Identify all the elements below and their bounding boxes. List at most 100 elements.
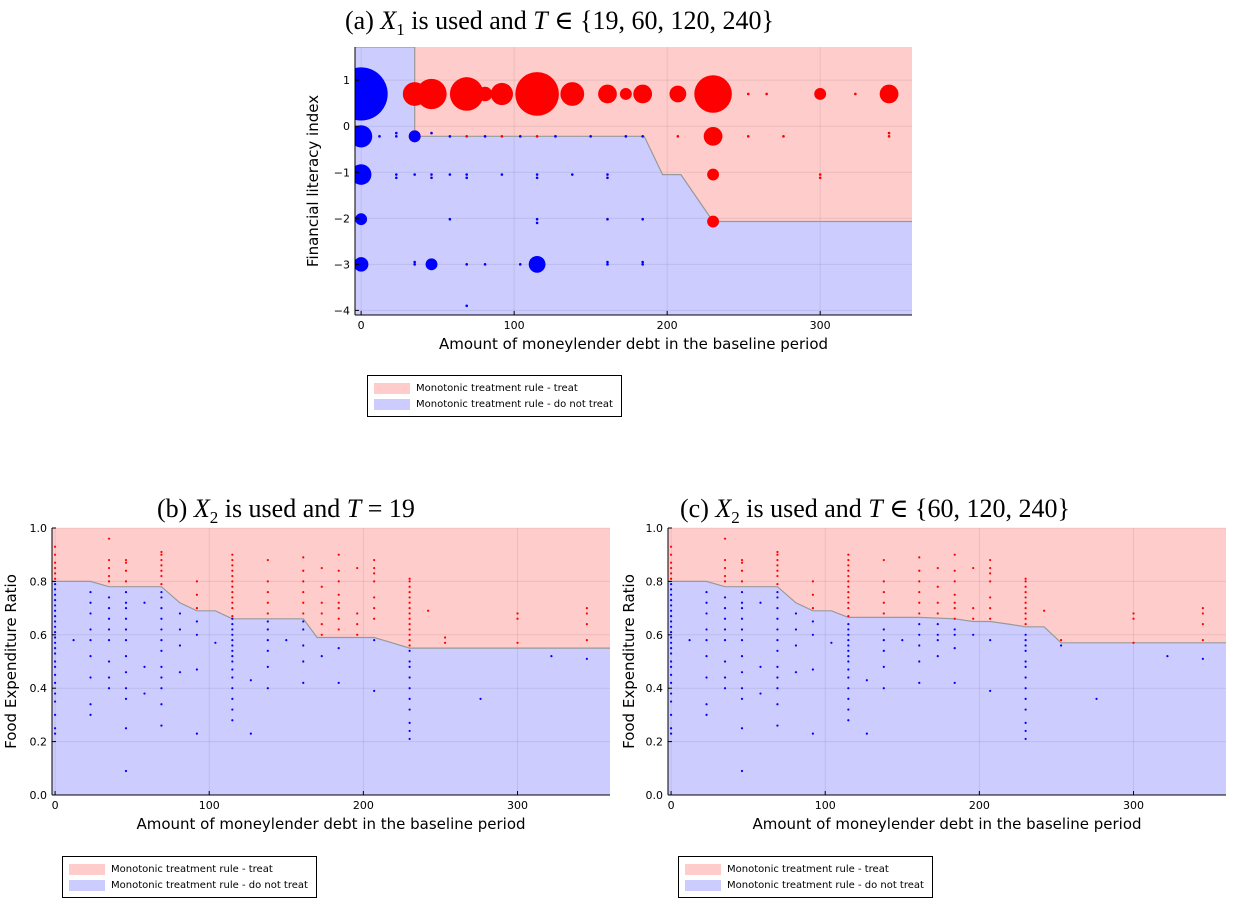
point-do-not-treat: [518, 135, 522, 138]
point-treat: [887, 131, 891, 135]
point-do-not-treat: [989, 689, 992, 692]
point-treat: [107, 558, 111, 562]
point-treat: [124, 561, 128, 564]
point-do-not-treat: [776, 687, 779, 690]
point-treat: [302, 612, 305, 615]
point-do-not-treat: [882, 687, 885, 690]
point-do-not-treat: [124, 607, 128, 610]
point-do-not-treat: [143, 665, 146, 668]
point-treat: [989, 566, 992, 570]
y-tick-label: 0.6: [646, 629, 664, 642]
point-treat: [337, 569, 340, 572]
point-do-not-treat: [606, 263, 609, 266]
point-do-not-treat: [408, 660, 411, 663]
point-treat: [373, 558, 376, 562]
point-do-not-treat: [936, 633, 939, 636]
point-treat: [356, 612, 359, 615]
point-do-not-treat: [740, 639, 744, 642]
point-do-not-treat: [759, 665, 762, 668]
x-axis-label: Amount of moneylender debt in the baseli…: [752, 815, 1141, 833]
point-do-not-treat: [430, 173, 433, 176]
point-do-not-treat: [266, 687, 269, 690]
point-do-not-treat: [740, 607, 744, 610]
point-do-not-treat: [585, 657, 588, 660]
point-do-not-treat: [705, 655, 708, 658]
x-tick-label: 0: [52, 799, 59, 812]
point-do-not-treat: [160, 596, 163, 599]
point-do-not-treat: [776, 724, 779, 727]
point-do-not-treat: [1024, 660, 1027, 663]
do-not-treat-region: [52, 581, 610, 795]
point-do-not-treat: [669, 636, 673, 639]
point-do-not-treat: [266, 620, 269, 623]
point-do-not-treat: [535, 221, 539, 225]
point-treat: [847, 615, 850, 618]
point-do-not-treat: [669, 582, 673, 586]
point-treat: [776, 564, 779, 567]
point-do-not-treat: [972, 633, 975, 636]
point-do-not-treat: [669, 604, 673, 607]
point-do-not-treat: [740, 628, 744, 631]
point-do-not-treat: [231, 628, 234, 631]
point-treat: [107, 574, 111, 578]
point-do-not-treat: [124, 671, 128, 674]
point-do-not-treat: [53, 609, 57, 612]
point-do-not-treat: [479, 697, 482, 700]
point-do-not-treat: [124, 601, 128, 604]
point-do-not-treat: [89, 601, 92, 604]
point-treat: [53, 566, 57, 570]
point-treat: [818, 176, 822, 180]
point-do-not-treat: [285, 639, 288, 642]
point-treat: [266, 558, 269, 562]
point-treat: [266, 612, 269, 615]
point-do-not-treat: [408, 676, 411, 679]
point-do-not-treat: [231, 639, 234, 642]
point-treat: [160, 558, 163, 562]
point-do-not-treat: [408, 687, 411, 690]
point-treat: [160, 574, 163, 578]
point-treat: [740, 558, 744, 562]
point-treat: [918, 612, 921, 615]
point-do-not-treat: [776, 676, 779, 679]
y-tick-label: −4: [334, 304, 350, 317]
point-do-not-treat: [776, 628, 779, 631]
point-do-not-treat: [395, 131, 398, 135]
point-treat: [882, 580, 885, 583]
points-group: [355, 67, 899, 308]
point-do-not-treat: [641, 260, 644, 264]
point-do-not-treat: [794, 644, 798, 647]
point-do-not-treat: [53, 593, 57, 596]
point-treat: [320, 612, 323, 615]
x-tick-label: 300: [507, 799, 528, 812]
point-treat: [989, 596, 992, 599]
point-do-not-treat: [705, 601, 708, 604]
point-treat: [160, 553, 163, 556]
point-treat: [953, 553, 956, 556]
point-do-not-treat: [794, 628, 798, 631]
point-do-not-treat: [53, 660, 57, 663]
point-treat: [740, 569, 744, 572]
point-do-not-treat: [408, 130, 421, 143]
legend-label-do-not-treat: Monotonic treatment rule - do not treat: [416, 398, 613, 410]
point-do-not-treat: [705, 676, 708, 679]
point-treat: [776, 558, 779, 562]
y-axis-label: Food Expenditure Ratio: [2, 574, 20, 749]
point-do-not-treat: [624, 135, 628, 138]
legend-label-treat: Monotonic treatment rule - treat: [111, 863, 273, 875]
point-do-not-treat: [847, 639, 850, 642]
point-do-not-treat: [53, 636, 57, 639]
point-treat: [882, 590, 885, 594]
point-do-not-treat: [448, 135, 452, 138]
point-treat: [676, 135, 680, 138]
point-treat: [619, 88, 632, 100]
point-treat: [918, 580, 921, 583]
point-do-not-treat: [53, 681, 57, 684]
panel-c-title: (c) X2 is used and T ∈ {60, 120, 240}: [680, 494, 1070, 528]
point-treat: [953, 569, 956, 572]
point-do-not-treat: [395, 173, 398, 176]
point-do-not-treat: [89, 713, 92, 717]
point-do-not-treat: [847, 623, 850, 626]
point-do-not-treat: [425, 258, 438, 271]
point-treat: [477, 86, 493, 102]
